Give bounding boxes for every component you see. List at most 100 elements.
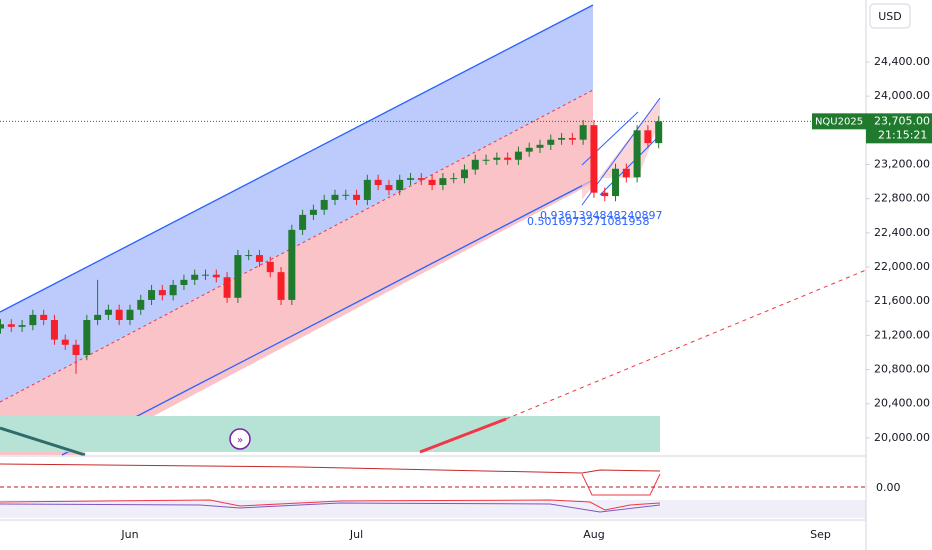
replay-icon-glyph: » — [237, 435, 243, 446]
candle-body — [568, 137, 576, 140]
candle-body — [331, 194, 339, 200]
y-tick-label: 23,200.00 — [874, 157, 930, 170]
channel-mid — [0, 89, 594, 403]
candle-body — [158, 290, 166, 296]
candle-body — [191, 274, 199, 280]
y-tick-label: 21,200.00 — [874, 328, 930, 341]
candle-body — [363, 179, 371, 200]
candle-body — [299, 214, 307, 230]
small-channel-fill — [582, 98, 660, 200]
candle-body — [633, 130, 641, 178]
annotation: 0.9361394848240897 — [540, 209, 662, 222]
candle-body — [460, 169, 468, 179]
candle-body — [353, 194, 361, 200]
candle-body — [94, 314, 102, 320]
zone — [0, 416, 660, 452]
channel-upper-fill — [0, 5, 593, 402]
candle-body — [115, 309, 123, 320]
y-tick-label: 24,400.00 — [874, 55, 930, 68]
candle-body — [245, 255, 253, 257]
y-tick-label: 24,000.00 — [874, 89, 930, 102]
candle-body — [482, 159, 490, 161]
candle-body — [223, 277, 231, 298]
oscillator-band — [0, 500, 866, 518]
indicator-line — [581, 473, 661, 496]
indicator-tick-label: 0.00 — [876, 481, 901, 494]
y-tick-label: 22,800.00 — [874, 192, 930, 205]
replay-icon[interactable] — [229, 428, 251, 450]
candle-body — [385, 184, 393, 191]
candle-body — [601, 192, 609, 197]
candle-body — [309, 209, 317, 215]
currency-button[interactable] — [869, 3, 911, 29]
candle-body — [417, 178, 425, 180]
candle-body — [558, 137, 566, 140]
currency: USD — [878, 10, 902, 23]
candle-body — [255, 255, 263, 262]
candle-body — [450, 178, 458, 180]
candle-body — [83, 319, 91, 356]
candle-body — [514, 151, 522, 160]
candle-body — [137, 299, 145, 310]
candle-body — [288, 229, 296, 300]
symbol-tag — [812, 113, 866, 130]
candle-body — [61, 339, 69, 345]
candle-body — [320, 199, 328, 210]
candle-body — [407, 178, 415, 180]
candle-body — [428, 179, 436, 185]
channel-top — [0, 4, 594, 313]
candle-body — [126, 309, 134, 320]
candle-body — [439, 178, 447, 185]
candle-body — [493, 157, 501, 160]
candle-body — [180, 279, 188, 285]
candle-body — [7, 324, 15, 327]
x-tick-label: Jun — [120, 528, 138, 541]
candle-body — [471, 159, 479, 170]
candle-body — [50, 319, 58, 340]
y-tick-label: 20,800.00 — [874, 363, 930, 376]
candle-body — [374, 179, 382, 185]
candle-body — [612, 168, 620, 197]
candle-body — [104, 309, 112, 315]
candle-body — [525, 147, 533, 152]
candle-body — [18, 325, 26, 327]
y-tick-label: 20,400.00 — [874, 397, 930, 410]
candle-body — [148, 290, 156, 300]
small-channel-line — [599, 134, 661, 196]
candle-body — [0, 324, 4, 329]
symbol: NQU2025 — [815, 116, 863, 127]
y-tick-label: 20,000.00 — [874, 431, 930, 444]
candle-body — [72, 344, 80, 356]
candle-body — [622, 168, 630, 178]
trend-line — [0, 426, 86, 457]
candle-body — [169, 284, 177, 296]
channel-bottom — [61, 179, 594, 456]
candle-body — [202, 274, 210, 276]
candle-body — [547, 139, 555, 145]
annotation: 0.5016973271081958 — [527, 215, 649, 228]
candle-body — [396, 179, 404, 191]
candle-body — [277, 272, 285, 300]
projection-line — [505, 269, 867, 420]
candle-body — [655, 121, 663, 144]
x-tick-label: Sep — [810, 528, 831, 541]
candle-body — [29, 314, 37, 326]
arrow-line — [419, 417, 507, 454]
candle-body — [342, 194, 350, 196]
x-tick-label: Aug — [583, 528, 604, 541]
candle-body — [644, 130, 652, 144]
candle-body — [536, 144, 544, 148]
candle-body — [212, 274, 220, 278]
candle-body — [40, 314, 48, 320]
last-price-label: 23,705.00 — [874, 114, 930, 127]
oscillator-line — [0, 499, 661, 511]
indicator-line — [0, 463, 661, 474]
countdown: 21:15:21 — [878, 128, 927, 141]
candle-body — [504, 157, 512, 160]
candle-body — [590, 125, 598, 193]
x-tick-label: Jul — [349, 528, 363, 541]
price-tag — [866, 113, 932, 144]
candle-body — [266, 261, 274, 273]
candle-body — [579, 125, 587, 140]
